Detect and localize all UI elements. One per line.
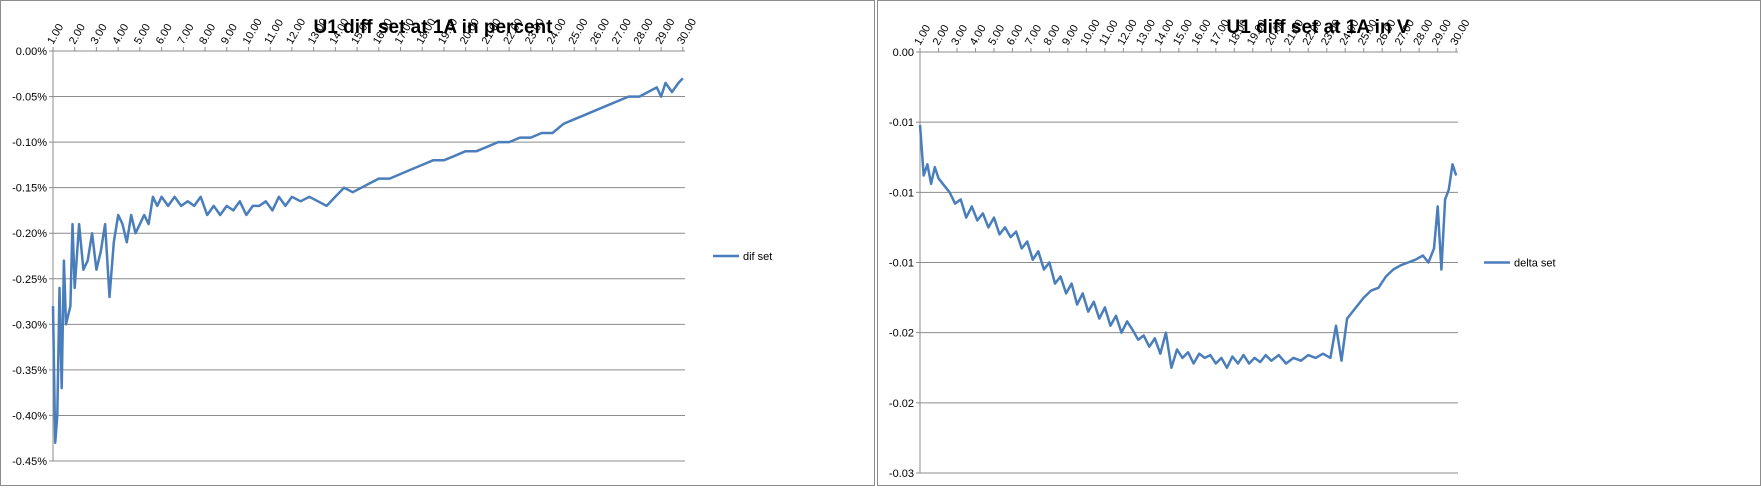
x-tick-label: 30.00	[675, 17, 699, 47]
x-tick-label: 7.00	[1023, 23, 1044, 48]
y-tick-label: -0.40%	[12, 410, 47, 422]
y-tick-label: -0.15%	[12, 183, 47, 195]
series-line	[51, 77, 684, 445]
y-tick-label: -0.05%	[12, 92, 47, 104]
x-tick-label: 4.00	[110, 22, 131, 47]
legend-label: delta set	[1514, 258, 1556, 270]
x-tick-label: 4.00	[968, 23, 989, 48]
series-line	[918, 124, 1458, 370]
x-tick-label: 1.00	[45, 22, 66, 47]
y-tick-label: -0.01	[889, 187, 914, 199]
y-tick-label: -0.20%	[12, 228, 47, 240]
chart-percent: U1 diff set at 1A in percent 0.00% -0.05%…	[12, 17, 772, 468]
chart-volts: U1 diff set at 1A in V 0.00 -0.01 -0.01 -0.…	[889, 17, 1556, 480]
y-tick-label: -0.45%	[12, 456, 47, 468]
x-tick-label: 6.00	[154, 22, 175, 47]
x-tick-label: 26.00	[588, 17, 612, 47]
x-tick-label: 11.00	[262, 17, 286, 46]
x-tick-label: 7.00	[176, 22, 197, 47]
y-tick-label: -0.10%	[12, 137, 47, 149]
y-tick-label: -0.30%	[12, 319, 47, 331]
chart-panel-volts: U1 diff set at 1A in V 0.00 -0.01 -0.01 -0.…	[877, 0, 1761, 486]
y-tick-label: -0.02	[889, 328, 914, 340]
x-tick-label: 2.00	[931, 23, 952, 48]
x-tick-label: 9.00	[219, 22, 240, 47]
y-tick-label: 0.00	[893, 47, 914, 59]
chart-title: U1 diff set at 1A in V	[1227, 17, 1410, 38]
x-tick-label: 3.00	[89, 22, 110, 47]
x-tick-label: 5.00	[132, 22, 153, 47]
x-tick-label: 25.00	[566, 17, 590, 47]
x-tick-label: 12.00	[284, 17, 308, 47]
x-tick-label: 29.00	[653, 17, 677, 47]
x-tick-label: 6.00	[1005, 23, 1026, 48]
x-tick-label: 28.00	[632, 17, 656, 47]
legend-label: dif set	[743, 251, 772, 263]
y-tick-label: -0.25%	[12, 274, 47, 286]
y-tick-label: 0.00%	[16, 46, 47, 58]
chart-title: U1 diff set at 1A in percent	[314, 17, 554, 38]
x-tick-label: 30.00	[1448, 18, 1472, 48]
x-tick-label: 27.00	[610, 17, 634, 47]
x-tick-label: 9.00	[1060, 23, 1081, 48]
y-tick-label: -0.01	[889, 117, 914, 129]
x-tick-label: 1.00	[912, 23, 933, 48]
x-tick-label: 3.00	[949, 23, 970, 48]
chart-panel-percent: U1 diff set at 1A in percent 0.00% -0.05%…	[0, 0, 875, 486]
x-tick-label: 8.00	[197, 22, 218, 47]
x-tick-label: 2.00	[67, 22, 88, 47]
x-tick-label: 10.00	[241, 17, 265, 47]
y-tick-label: -0.02	[889, 398, 914, 410]
y-tick-label: -0.01	[889, 258, 914, 270]
y-tick-label: -0.35%	[12, 365, 47, 377]
y-tick-label: -0.03	[889, 468, 914, 480]
x-tick-label: 8.00	[1042, 23, 1063, 48]
x-tick-label: 5.00	[986, 23, 1007, 48]
